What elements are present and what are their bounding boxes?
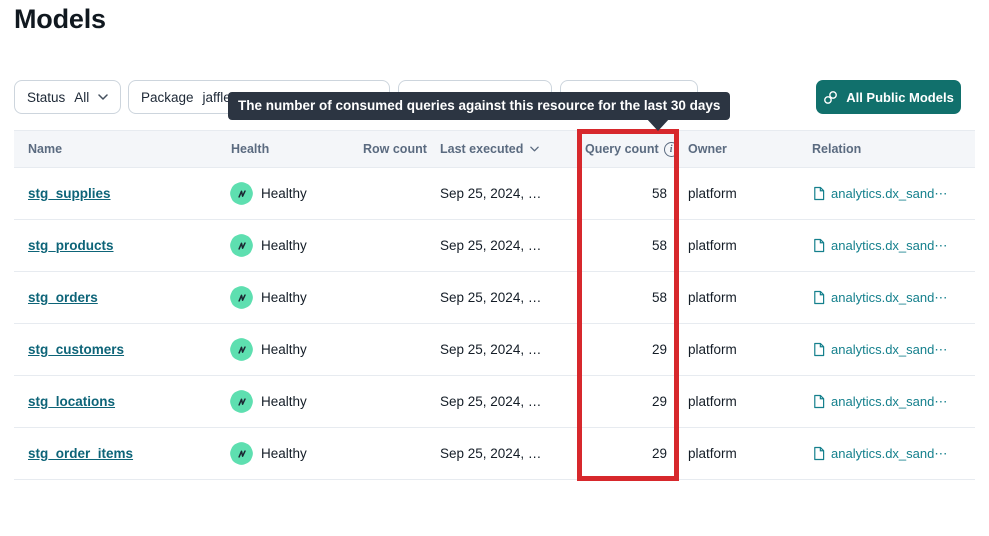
relation-label: analytics.dx_sand⋯	[831, 445, 948, 461]
query-count-tooltip: The number of consumed queries against t…	[228, 92, 731, 120]
healthy-pulse-icon	[231, 235, 252, 256]
health-status-label: Healthy	[261, 394, 307, 409]
last-executed-cell: Sep 25, 2024, …	[440, 238, 542, 253]
model-name-link[interactable]: stg_locations	[28, 394, 116, 409]
document-icon	[812, 446, 825, 461]
link-icon	[823, 90, 838, 105]
owner-cell: platform	[688, 342, 737, 357]
package-filter-label: Package	[141, 89, 194, 105]
healthy-pulse-icon	[231, 183, 252, 204]
relation-label: analytics.dx_sand⋯	[831, 393, 948, 409]
last-executed-cell: Sep 25, 2024, …	[440, 290, 542, 305]
models-table: Name Health Row count Last executed Quer…	[14, 130, 975, 480]
health-status-label: Healthy	[261, 342, 307, 357]
owner-cell: platform	[688, 446, 737, 461]
document-icon	[812, 238, 825, 253]
health-status-label: Healthy	[261, 238, 307, 253]
health-status-label: Healthy	[261, 186, 307, 201]
document-icon	[812, 186, 825, 201]
query-count-cell: 29	[651, 394, 667, 409]
all-public-models-label: All Public Models	[846, 89, 954, 105]
last-executed-cell: Sep 25, 2024, …	[440, 446, 542, 461]
relation-label: analytics.dx_sand⋯	[831, 237, 948, 253]
model-name-link[interactable]: stg_products	[28, 238, 114, 253]
health-cell: Healthy	[231, 287, 363, 308]
model-name-link[interactable]: stg_customers	[28, 342, 125, 357]
chevron-down-icon	[98, 94, 109, 100]
column-header-health: Health	[231, 142, 270, 156]
tooltip-arrow	[646, 118, 670, 131]
healthy-pulse-icon	[231, 339, 252, 360]
relation-link[interactable]: analytics.dx_sand⋯	[812, 342, 975, 358]
status-filter-value: All	[74, 89, 90, 105]
model-name-link[interactable]: stg_supplies	[28, 186, 111, 201]
owner-cell: platform	[688, 290, 737, 305]
status-filter-label: Status	[27, 89, 66, 105]
query-count-cell: 58	[651, 238, 667, 253]
owner-cell: platform	[688, 238, 737, 253]
document-icon	[812, 290, 825, 305]
column-header-row-count: Row count	[363, 142, 427, 156]
health-cell: Healthy	[231, 443, 363, 464]
last-executed-cell: Sep 25, 2024, …	[440, 342, 542, 357]
document-icon	[812, 342, 825, 357]
sort-chevron-icon	[530, 146, 540, 152]
model-name-link[interactable]: stg_orders	[28, 290, 98, 305]
page-title: Models	[14, 4, 106, 34]
info-icon[interactable]	[663, 141, 679, 157]
table-row: stg_orders Healthy Sep 25, 2024, … 58 pl…	[14, 272, 975, 324]
table-row: stg_customers Healthy Sep 25, 2024, … 29…	[14, 324, 975, 376]
relation-link[interactable]: analytics.dx_sand⋯	[812, 238, 975, 254]
column-header-name: Name	[28, 142, 63, 156]
relation-link[interactable]: analytics.dx_sand⋯	[812, 186, 975, 202]
model-name-link[interactable]: stg_order_items	[28, 446, 134, 461]
column-header-last-executed[interactable]: Last executed	[440, 142, 585, 156]
column-header-owner: Owner	[688, 142, 727, 156]
query-count-cell: 58	[651, 186, 667, 201]
healthy-pulse-icon	[231, 391, 252, 412]
query-count-cell: 58	[651, 290, 667, 305]
health-status-label: Healthy	[261, 446, 307, 461]
relation-link[interactable]: analytics.dx_sand⋯	[812, 394, 975, 410]
healthy-pulse-icon	[231, 287, 252, 308]
healthy-pulse-icon	[231, 443, 252, 464]
column-header-query-count: Query count	[585, 141, 688, 157]
relation-link[interactable]: analytics.dx_sand⋯	[812, 290, 975, 306]
health-cell: Healthy	[231, 391, 363, 412]
status-filter-dropdown[interactable]: Status All	[14, 80, 121, 114]
column-header-relation: Relation	[812, 142, 862, 156]
table-row: stg_products Healthy Sep 25, 2024, … 58 …	[14, 220, 975, 272]
relation-label: analytics.dx_sand⋯	[831, 289, 948, 305]
relation-label: analytics.dx_sand⋯	[831, 341, 948, 357]
last-executed-cell: Sep 25, 2024, …	[440, 394, 542, 409]
query-count-cell: 29	[651, 446, 667, 461]
owner-cell: platform	[688, 394, 737, 409]
owner-cell: platform	[688, 186, 737, 201]
health-cell: Healthy	[231, 183, 363, 204]
relation-label: analytics.dx_sand⋯	[831, 185, 948, 201]
relation-link[interactable]: analytics.dx_sand⋯	[812, 446, 975, 462]
query-count-cell: 29	[651, 342, 667, 357]
document-icon	[812, 394, 825, 409]
table-header-row: Name Health Row count Last executed Quer…	[14, 130, 975, 168]
table-body: stg_supplies Healthy Sep 25, 2024, … 58 …	[14, 168, 975, 480]
table-row: stg_order_items Healthy Sep 25, 2024, … …	[14, 428, 975, 480]
table-row: stg_supplies Healthy Sep 25, 2024, … 58 …	[14, 168, 975, 220]
health-cell: Healthy	[231, 235, 363, 256]
health-cell: Healthy	[231, 339, 363, 360]
table-row: stg_locations Healthy Sep 25, 2024, … 29…	[14, 376, 975, 428]
all-public-models-button[interactable]: All Public Models	[816, 80, 961, 114]
health-status-label: Healthy	[261, 290, 307, 305]
last-executed-cell: Sep 25, 2024, …	[440, 186, 542, 201]
